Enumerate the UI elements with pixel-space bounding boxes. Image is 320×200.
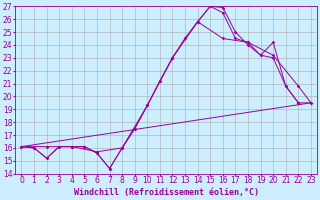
X-axis label: Windchill (Refroidissement éolien,°C): Windchill (Refroidissement éolien,°C) — [74, 188, 259, 197]
